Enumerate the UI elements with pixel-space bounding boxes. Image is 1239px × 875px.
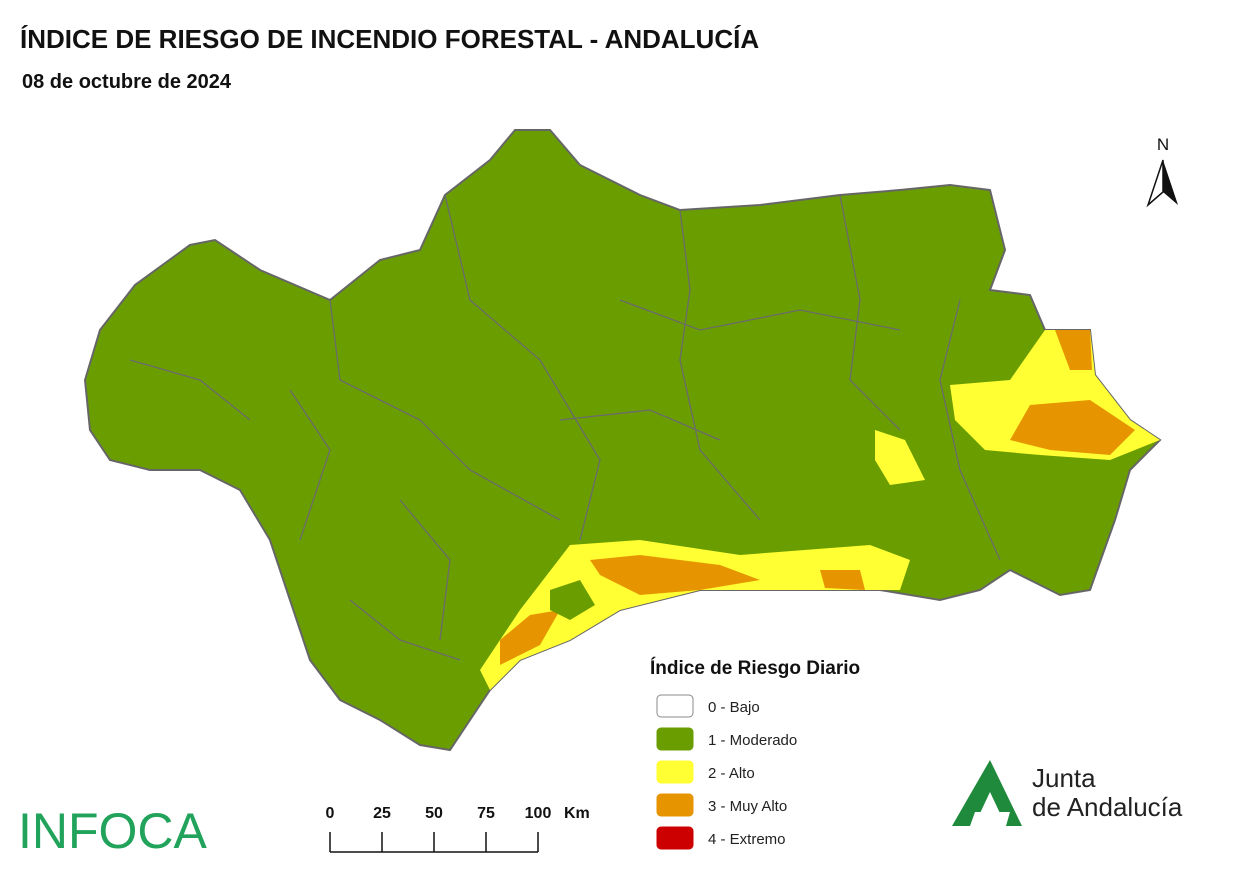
legend-swatch [656,760,694,784]
risk-zone-high [480,540,910,690]
risk-zone-high [875,430,925,485]
junta-logo: Junta de Andalucía [952,760,1183,826]
legend-label: 1 - Moderado [708,732,797,749]
junta-emblem [952,760,1022,826]
legend-label: 3 - Muy Alto [708,798,787,815]
region-map [83,129,1162,752]
north-arrow-right [1163,160,1178,205]
scale-label: 75 [477,805,495,822]
legend-label: 0 - Bajo [708,699,760,716]
scale-label: 0 [326,805,335,822]
scale-bar: 0 25 50 75 100 Km [326,805,590,853]
scale-label: 100 [525,805,552,822]
risk-zone-very-high [500,330,1135,665]
legend-swatch [656,793,694,817]
infoca-logo: INFOCA [18,803,208,859]
title: ÍNDICE DE RIESGO DE INCENDIO FORESTAL - … [20,24,759,54]
junta-emblem-cut [970,812,1010,826]
legend-label: 4 - Extremo [708,831,786,848]
andalucia-region [83,129,1162,752]
junta-line2: de Andalucía [1032,792,1183,822]
scale-label: 50 [425,805,443,822]
legend-swatch [656,727,694,751]
legend-title: Índice de Riesgo Diario [650,657,860,679]
legend-swatch [656,826,694,850]
scale-label: 25 [373,805,391,822]
north-arrow-left [1146,159,1164,208]
legend-swatch [656,694,694,718]
legend: Índice de Riesgo Diario 0 - Bajo 1 - Mode… [650,657,860,850]
junta-line1: Junta [1032,763,1096,793]
admin-boundaries [129,194,1001,661]
north-label: N [1157,135,1169,154]
scale-unit: Km [564,805,590,822]
date: 08 de octubre de 2024 [22,71,232,93]
legend-label: 2 - Alto [708,765,755,782]
north-arrow: N [1146,135,1178,208]
